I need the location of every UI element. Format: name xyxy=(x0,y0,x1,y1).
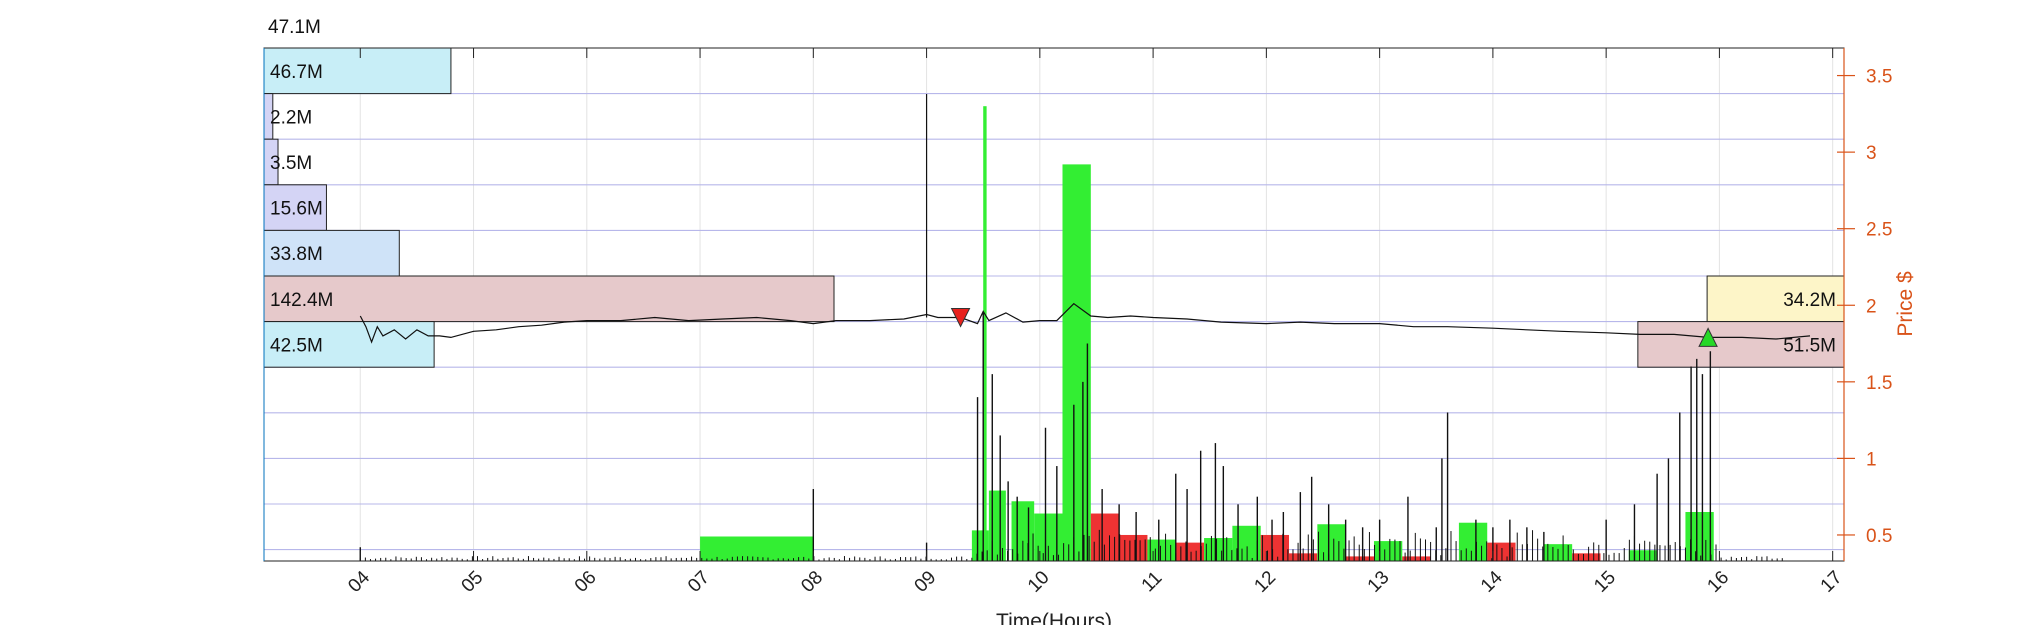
x-tick-label: 12 xyxy=(1250,567,1280,597)
y-tick-label: 2.5 xyxy=(1866,220,1892,241)
x-tick-label: 17 xyxy=(1817,567,1847,597)
volume-profile-bar xyxy=(263,229,400,277)
x-tick-label: 06 xyxy=(571,567,601,597)
volume-profile-bar xyxy=(1637,321,1845,368)
x-tick-label: 09 xyxy=(911,567,941,597)
interval-volume-bar xyxy=(700,536,814,561)
interval-volume-bar xyxy=(1572,553,1601,561)
volume-profile-label: 142.4M xyxy=(270,290,333,311)
x-tick-label: 08 xyxy=(797,567,827,597)
interval-volume-bar xyxy=(1373,541,1403,561)
x-tick-label: 15 xyxy=(1590,567,1620,597)
y-tick-label: 3 xyxy=(1866,143,1877,164)
interval-volume-bar xyxy=(1204,538,1233,561)
y-tick-label: 0.5 xyxy=(1866,526,1892,547)
trade-volume-spikes xyxy=(359,312,1712,561)
top-volume-label: 47.1M xyxy=(268,17,321,38)
volume-profile-label: 51.5M xyxy=(1783,335,1836,356)
volume-profile-label: 34.2M xyxy=(1783,290,1836,311)
x-tick-label: 14 xyxy=(1477,567,1507,597)
volume-profile-left: 46.7M 2.2M 3.5M 15.6M 33.8M 142.4M 42.5M xyxy=(263,47,835,368)
interval-volume-bar xyxy=(1402,556,1431,561)
interval-volume-bar xyxy=(1345,556,1374,561)
volume-profile-label: 46.7M xyxy=(270,62,323,83)
y-axis-title: Price $ xyxy=(1894,271,1917,337)
volume-profile-label: 2.2M xyxy=(270,107,312,128)
y-tick-label: 3.5 xyxy=(1866,67,1892,88)
x-tick-label: 07 xyxy=(684,567,714,597)
y-tick-label: 2 xyxy=(1866,296,1877,317)
x-tick-label: 05 xyxy=(458,567,488,597)
sell-marker xyxy=(950,308,971,328)
interval-volume-bar xyxy=(1685,511,1714,561)
volume-profile-bar xyxy=(263,47,452,95)
trade-markers xyxy=(950,308,1718,347)
y-tick-label: 1.5 xyxy=(1866,373,1892,394)
interval-volume-bar xyxy=(983,106,987,562)
volume-profile-bar xyxy=(263,321,435,368)
interval-volume-bar xyxy=(1175,542,1205,561)
y-gridlines xyxy=(264,93,1844,551)
volume-profile-label: 15.6M xyxy=(270,199,323,220)
volume-profile-label: 33.8M xyxy=(270,244,323,265)
interval-volume-bar xyxy=(1260,534,1290,561)
interval-volume-bar xyxy=(1487,542,1516,561)
x-tick-label: 13 xyxy=(1364,567,1394,597)
volume-profile-label: 42.5M xyxy=(270,335,323,356)
volume-profile-label: 3.5M xyxy=(270,153,312,174)
x-axis-title: Time(Hours) xyxy=(996,610,1112,625)
interval-volume-bar xyxy=(1147,539,1176,561)
y-axis-ticks: 0.5 1 1.5 2 2.5 3 3.5 xyxy=(1837,67,1892,547)
interval-volume-bar xyxy=(1119,534,1148,561)
interval-volume-bar xyxy=(1458,522,1488,561)
price-line xyxy=(359,302,1811,344)
y-tick-label: 1 xyxy=(1866,449,1877,470)
buy-marker xyxy=(1698,327,1718,347)
x-tick-label: 11 xyxy=(1138,568,1167,597)
volume-profile-bar xyxy=(263,275,835,323)
interval-volume-bar xyxy=(1062,164,1091,562)
interval-volume-bar xyxy=(988,490,1006,561)
interval-volume-bar xyxy=(1317,524,1346,561)
x-tick-label: 10 xyxy=(1024,567,1054,597)
interval-volume-bar xyxy=(1628,550,1658,561)
x-tick-label: 16 xyxy=(1703,567,1733,597)
x-tick-label: 04 xyxy=(344,567,374,597)
volume-profile-right: 34.2M 51.5M xyxy=(1637,275,1845,368)
